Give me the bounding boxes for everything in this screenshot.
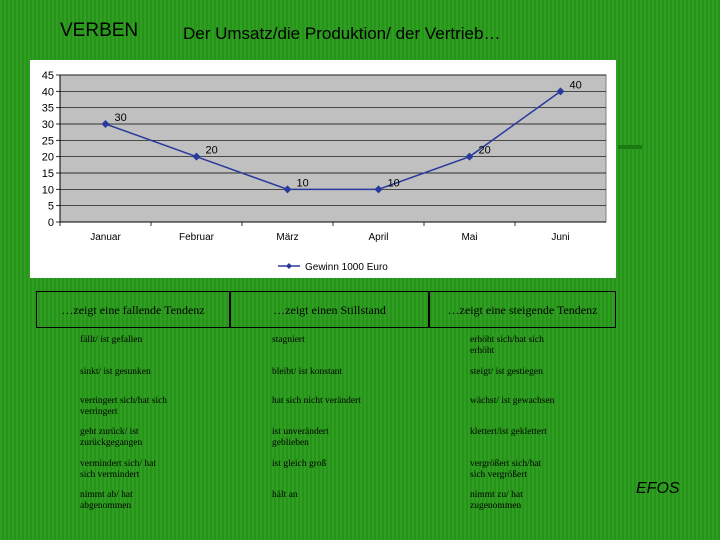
y-tick-label: 40 (42, 86, 54, 98)
efos-logo: EFOS (636, 480, 680, 497)
plot-area (59, 74, 607, 223)
x-tick-label: März (276, 232, 298, 243)
data-label: 40 (570, 79, 582, 91)
table-cell: stagniert (272, 335, 305, 345)
data-point (283, 185, 292, 194)
table-cell: hält an (272, 490, 298, 500)
decorative-line (618, 145, 642, 149)
y-tick-label: 30 (42, 119, 54, 131)
y-tick-label: 15 (42, 168, 54, 180)
table-cell: vermindert sich/ hat sich vermindert (80, 459, 156, 480)
table-header-label: …zeigt einen Stillstand (273, 302, 386, 317)
y-tick-label: 35 (42, 103, 54, 115)
table-header: …zeigt einen Stillstand (230, 291, 429, 328)
table-header-label: …zeigt eine fallende Tendenz (61, 302, 205, 317)
table-cell: ist unverändert geblieben (272, 427, 329, 448)
data-label: 10 (388, 177, 400, 189)
data-point (374, 185, 383, 194)
table-cell: verringert sich/hat sich verringert (80, 396, 168, 417)
data-label: 10 (297, 177, 309, 189)
slide-title-main: Der Umsatz/die Produktion/ der Vertrieb… (183, 24, 501, 43)
x-tick-label: April (368, 232, 388, 243)
table-cell: vergrößert sich/hat sich vergrößert (470, 459, 542, 480)
table-cell: hat sich nicht verändert (272, 396, 361, 406)
y-tick-label: 5 (48, 201, 54, 213)
table-cell: bleibt/ ist konstant (272, 367, 343, 377)
data-point (465, 152, 474, 161)
table-cell: geht zurück/ ist zurückgegangen (80, 427, 143, 448)
table-cell: klettert/ist geklettert (470, 427, 547, 437)
x-tick-label: Mai (461, 232, 477, 243)
data-label: 20 (479, 145, 491, 157)
table-cell: sinkt/ ist gesunken (80, 367, 151, 377)
legend-marker (286, 263, 292, 269)
table-header: …zeigt eine fallende Tendenz (36, 291, 230, 328)
data-label: 20 (206, 145, 218, 157)
y-tick-label: 10 (42, 184, 54, 196)
x-tick-label: Januar (90, 232, 121, 243)
y-tick-label: 0 (48, 217, 54, 229)
chart-panel: 0 5 10 15 20 25 30 35 40 45 Januar Februar März April… (30, 60, 616, 278)
table-cell: erhöht sich/hat sich erhöht (470, 335, 544, 356)
x-tick-label: Juni (551, 232, 569, 243)
line-chart: 0 5 10 15 20 25 30 35 40 45 Januar Februar März April… (42, 70, 607, 273)
table-cell: wächst/ ist gewachsen (470, 396, 555, 406)
data-label: 30 (115, 112, 127, 124)
series-line (105, 90, 561, 191)
table-cell: fällt/ ist gefallen (80, 335, 143, 345)
data-point (101, 120, 110, 128)
y-tick-label: 45 (42, 70, 54, 82)
table-cell: nimmt zu/ hat zugenommen (470, 490, 523, 511)
y-tick-label: 20 (42, 152, 54, 164)
x-tick-label: Februar (179, 232, 215, 243)
slide-title-verben: VERBEN (60, 20, 139, 41)
table-cell: nimmt ab/ hat abgenommen (80, 490, 133, 511)
y-tick-label: 25 (42, 135, 54, 147)
data-point (556, 87, 565, 96)
table-header-label: …zeigt eine steigende Tendenz (447, 302, 598, 317)
table-cell: ist gleich groß (272, 459, 327, 469)
table-cell: steigt/ ist gestiegen (470, 367, 543, 377)
legend-label: Gewinn 1000 Euro (305, 262, 388, 273)
data-point (192, 152, 201, 161)
table-header: …zeigt eine steigende Tendenz (429, 291, 616, 328)
